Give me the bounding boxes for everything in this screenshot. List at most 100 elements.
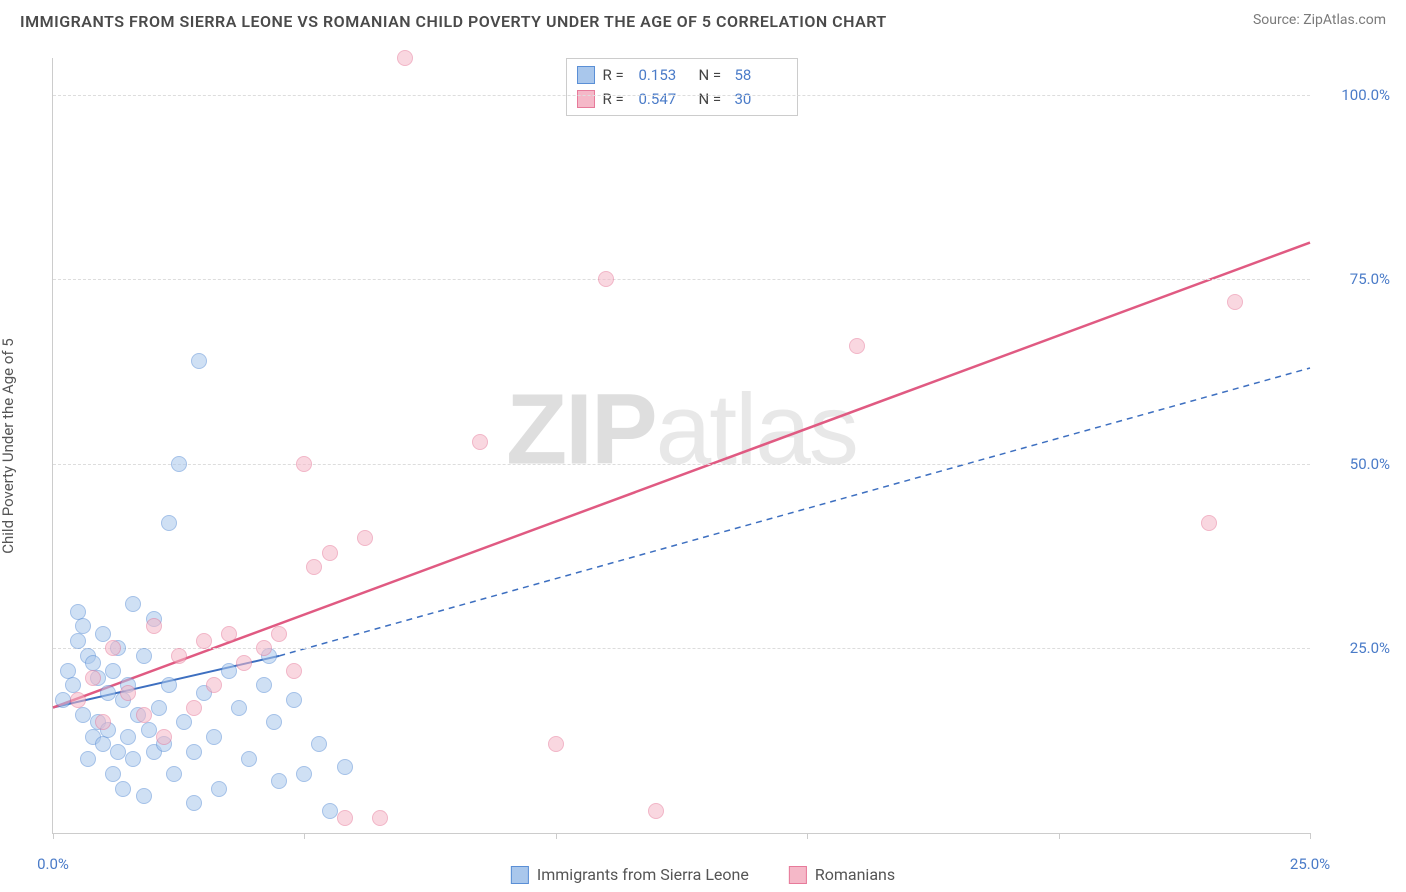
data-point — [186, 795, 202, 811]
legend-swatch — [789, 866, 807, 884]
y-tick-label: 100.0% — [1320, 86, 1390, 104]
gridline — [53, 464, 1310, 465]
data-point — [322, 545, 338, 561]
data-point — [206, 729, 222, 745]
n-label: N = — [699, 87, 727, 111]
x-tick-label: 25.0% — [1290, 855, 1330, 873]
data-point — [1201, 515, 1217, 531]
data-point — [1227, 294, 1243, 310]
data-point — [296, 766, 312, 782]
data-point — [110, 744, 126, 760]
legend-swatch — [577, 66, 595, 84]
chart-svg — [53, 58, 1310, 833]
x-tick — [807, 833, 808, 839]
data-point — [271, 626, 287, 642]
legend-swatch — [577, 90, 595, 108]
data-point — [161, 515, 177, 531]
series-legend: Immigrants from Sierra Leone Romanians — [511, 865, 895, 884]
data-point — [105, 640, 121, 656]
data-point — [191, 353, 207, 369]
data-point — [186, 700, 202, 716]
data-point — [70, 633, 86, 649]
source-label: Source: ZipAtlas.com — [1253, 12, 1386, 28]
data-point — [136, 707, 152, 723]
data-point — [337, 810, 353, 826]
data-point — [95, 626, 111, 642]
data-point — [125, 596, 141, 612]
data-point — [196, 633, 212, 649]
data-point — [598, 271, 614, 287]
legend-swatch — [511, 866, 529, 884]
watermark: ZIPatlas — [506, 373, 857, 488]
data-point — [60, 663, 76, 679]
y-tick-label: 75.0% — [1320, 270, 1390, 288]
data-point — [372, 810, 388, 826]
data-point — [241, 751, 257, 767]
data-point — [221, 663, 237, 679]
data-point — [105, 663, 121, 679]
data-point — [105, 766, 121, 782]
data-point — [206, 677, 222, 693]
data-point — [171, 648, 187, 664]
data-point — [221, 626, 237, 642]
data-point — [171, 456, 187, 472]
data-point — [211, 781, 227, 797]
legend-label: Romanians — [815, 865, 895, 884]
data-point — [271, 773, 287, 789]
data-point — [176, 714, 192, 730]
data-point — [141, 722, 157, 738]
plot-area: ZIPatlas R =0.153N =58R =0.547N =30 25.0… — [52, 58, 1310, 834]
data-point — [95, 736, 111, 752]
x-tick — [556, 833, 557, 839]
data-point — [146, 618, 162, 634]
data-point — [337, 759, 353, 775]
data-point — [236, 655, 252, 671]
data-point — [156, 729, 172, 745]
data-point — [151, 700, 167, 716]
data-point — [357, 530, 373, 546]
data-point — [849, 338, 865, 354]
n-value: 30 — [735, 87, 787, 111]
data-point — [548, 736, 564, 752]
data-point — [115, 781, 131, 797]
data-point — [85, 670, 101, 686]
data-point — [120, 729, 136, 745]
data-point — [161, 677, 177, 693]
trend-line — [53, 243, 1310, 708]
legend-label: Immigrants from Sierra Leone — [537, 865, 749, 884]
r-value: 0.547 — [639, 87, 691, 111]
data-point — [166, 766, 182, 782]
chart-header: IMMIGRANTS FROM SIERRA LEONE VS ROMANIAN… — [0, 0, 1406, 35]
data-point — [311, 736, 327, 752]
correlation-legend: R =0.153N =58R = 0.547 N = 30 — [566, 58, 798, 116]
gridline — [53, 648, 1310, 649]
x-tick — [53, 833, 54, 839]
legend-item: Immigrants from Sierra Leone — [511, 865, 749, 884]
n-label: N = — [699, 63, 727, 87]
data-point — [80, 751, 96, 767]
data-point — [286, 663, 302, 679]
data-point — [70, 604, 86, 620]
data-point — [648, 803, 664, 819]
data-point — [120, 685, 136, 701]
data-point — [296, 456, 312, 472]
data-point — [186, 744, 202, 760]
data-point — [266, 714, 282, 730]
data-point — [85, 655, 101, 671]
data-point — [95, 714, 111, 730]
r-label: R = — [603, 87, 631, 111]
data-point — [256, 677, 272, 693]
data-point — [75, 707, 91, 723]
data-point — [100, 685, 116, 701]
x-tick — [1310, 833, 1311, 839]
data-point — [397, 50, 413, 66]
data-point — [322, 803, 338, 819]
legend-item: Romanians — [789, 865, 895, 884]
legend-row: R =0.153N =58 — [577, 63, 787, 87]
data-point — [256, 640, 272, 656]
y-tick-label: 25.0% — [1320, 639, 1390, 657]
y-axis-title: Child Poverty Under the Age of 5 — [0, 338, 17, 554]
data-point — [136, 788, 152, 804]
trend-line-extension — [279, 368, 1310, 656]
data-point — [65, 677, 81, 693]
